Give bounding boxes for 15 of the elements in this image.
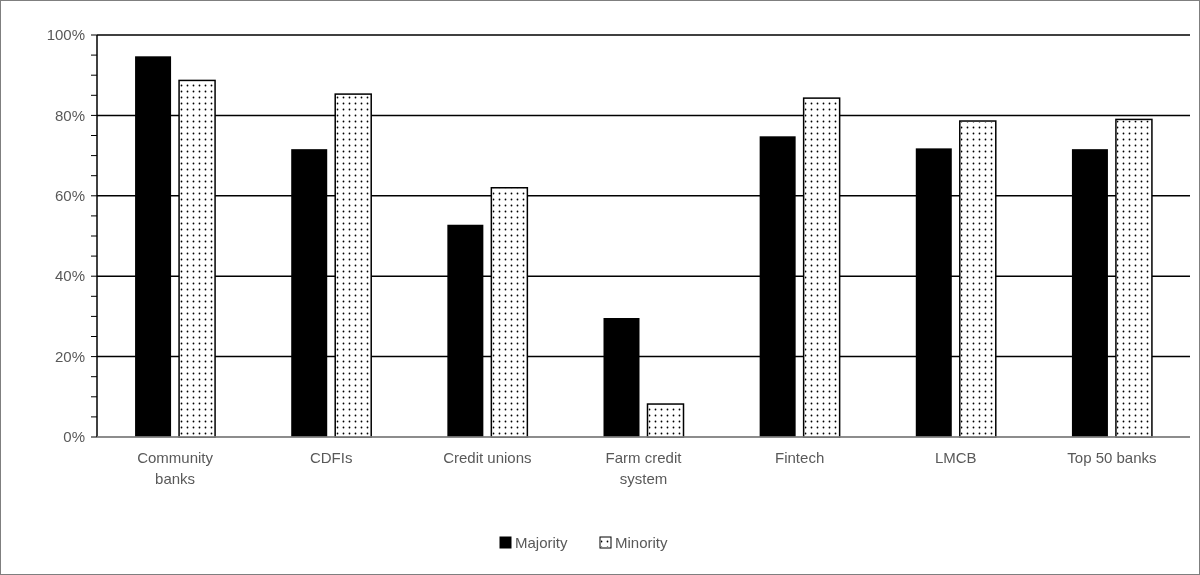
y-tick-label: 80% — [54, 106, 85, 124]
y-tick-label: 100% — [46, 26, 85, 44]
x-tick-label: Credit unions — [443, 449, 532, 466]
y-tick-label: 40% — [54, 267, 85, 285]
legend-label: Majority — [515, 534, 569, 551]
y-tick-label: 0% — [63, 428, 85, 446]
x-tick-label: LMCB — [934, 449, 977, 466]
y-tick-label: 20% — [54, 347, 85, 365]
x-tick-label: Fintech — [775, 449, 825, 466]
legend-label: Minority — [615, 534, 669, 551]
x-tick-label: Top 50 banks — [1067, 449, 1157, 466]
x-tick-label: Community banks — [137, 449, 214, 487]
y-tick-label: 60% — [54, 187, 85, 205]
x-tick-label: Farm credit system — [605, 449, 683, 487]
x-tick-label: CDFIs — [309, 449, 353, 466]
